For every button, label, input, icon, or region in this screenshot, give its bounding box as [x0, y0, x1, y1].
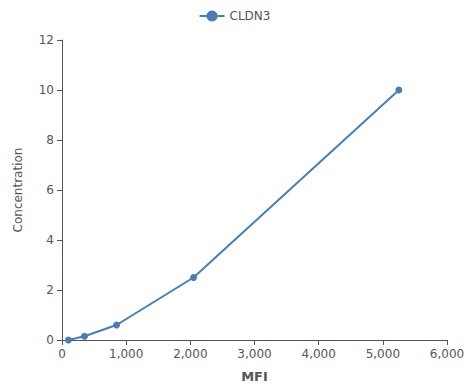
svg-text:Concentration: Concentration	[11, 148, 25, 233]
svg-text:4,000: 4,000	[301, 347, 335, 361]
svg-text:10: 10	[39, 83, 54, 97]
svg-text:3,000: 3,000	[237, 347, 271, 361]
svg-text:2,000: 2,000	[173, 347, 207, 361]
svg-text:4: 4	[46, 233, 54, 247]
svg-text:2: 2	[46, 283, 54, 297]
svg-text:5,000: 5,000	[366, 347, 400, 361]
svg-text:MFI: MFI	[241, 369, 268, 384]
svg-text:6,000: 6,000	[430, 347, 464, 361]
svg-text:6: 6	[46, 183, 54, 197]
svg-text:12: 12	[39, 33, 54, 47]
svg-text:0: 0	[46, 333, 54, 347]
svg-text:8: 8	[46, 133, 54, 147]
svg-text:1,000: 1,000	[109, 347, 143, 361]
svg-text:CLDN3: CLDN3	[230, 9, 271, 23]
svg-text:0: 0	[58, 347, 66, 361]
